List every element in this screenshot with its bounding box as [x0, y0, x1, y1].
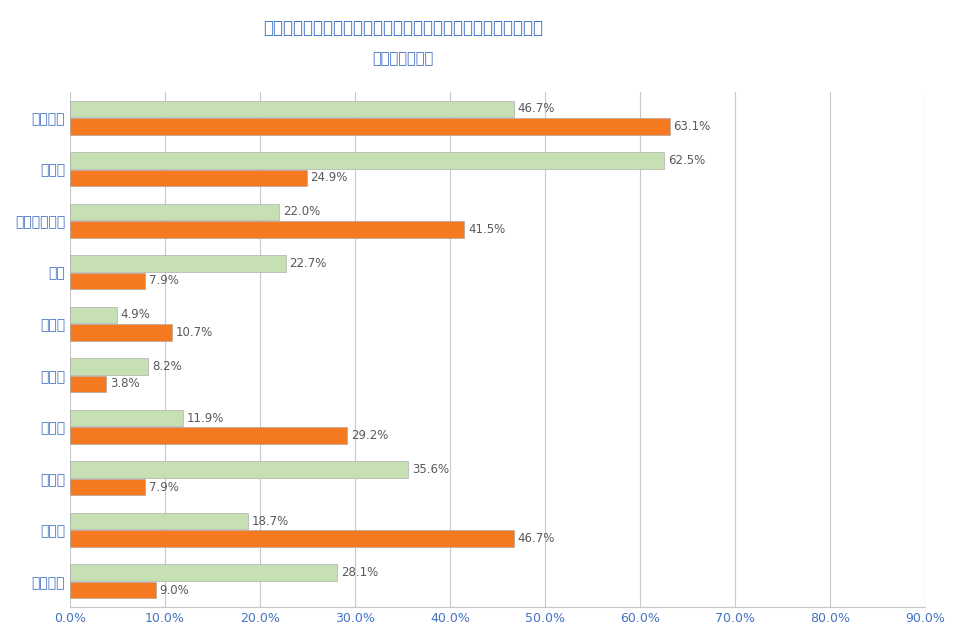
Text: 11.9%: 11.9% — [187, 412, 225, 424]
Text: 「歳を重ねる」ということについてあなたはどう感じますか？: 「歳を重ねる」ということについてあなたはどう感じますか？ — [263, 19, 543, 37]
Text: 63.1%: 63.1% — [673, 120, 710, 133]
Bar — [70, 204, 279, 220]
Bar — [70, 582, 156, 598]
Text: 18.7%: 18.7% — [252, 515, 289, 527]
Text: 4.9%: 4.9% — [120, 308, 151, 321]
Text: 22.7%: 22.7% — [290, 257, 327, 270]
Text: 24.9%: 24.9% — [310, 172, 348, 184]
Text: 29.2%: 29.2% — [351, 429, 389, 442]
Text: 46.7%: 46.7% — [517, 102, 555, 115]
Bar — [70, 170, 306, 186]
Text: 10.7%: 10.7% — [176, 326, 213, 339]
Bar — [70, 307, 117, 323]
Text: 28.1%: 28.1% — [341, 566, 378, 579]
Bar — [70, 100, 514, 117]
Text: 35.6%: 35.6% — [412, 463, 449, 476]
Bar — [70, 273, 145, 289]
Text: 3.8%: 3.8% — [110, 378, 139, 390]
Text: 62.5%: 62.5% — [667, 154, 705, 167]
Text: 22.0%: 22.0% — [283, 205, 320, 218]
Text: （複数回答可）: （複数回答可） — [372, 51, 434, 66]
Bar — [70, 428, 348, 444]
Text: 41.5%: 41.5% — [468, 223, 505, 236]
Text: 7.9%: 7.9% — [149, 275, 179, 287]
Bar — [70, 376, 107, 392]
Bar — [70, 564, 337, 581]
Bar — [70, 221, 465, 237]
Bar — [70, 152, 663, 168]
Text: 9.0%: 9.0% — [159, 584, 189, 596]
Bar — [70, 513, 248, 529]
Bar — [70, 358, 148, 375]
Bar — [70, 118, 669, 134]
Bar — [70, 255, 286, 271]
Bar — [70, 479, 145, 495]
Text: 46.7%: 46.7% — [517, 532, 555, 545]
Bar — [70, 461, 408, 478]
Bar — [70, 410, 183, 426]
Bar — [70, 324, 172, 340]
Bar — [70, 531, 514, 547]
Text: 8.2%: 8.2% — [152, 360, 181, 373]
Text: 7.9%: 7.9% — [149, 481, 179, 493]
